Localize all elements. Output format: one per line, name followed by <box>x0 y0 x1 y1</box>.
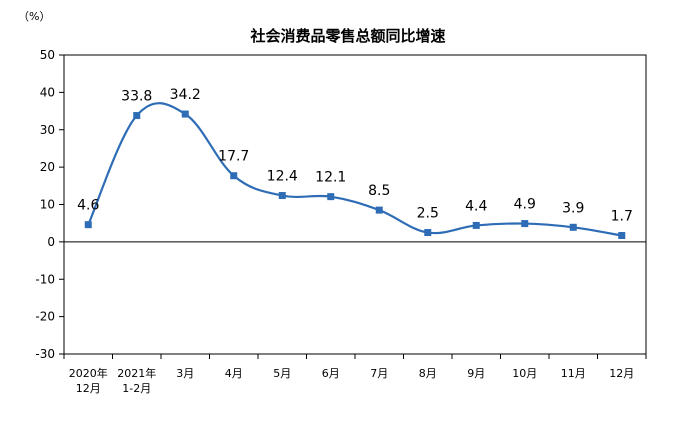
series-line <box>87 102 622 237</box>
x-tick-label: 11月 <box>561 367 586 380</box>
y-tick-label: 30 <box>40 123 55 137</box>
data-label: 4.9 <box>514 197 536 213</box>
x-tick-label: 2021年 1-2月 <box>117 366 156 395</box>
data-label: 3.9 <box>562 200 584 216</box>
y-tick-label: 50 <box>40 48 55 62</box>
data-label: 1.7 <box>611 209 633 225</box>
x-tick-label: 8月 <box>419 367 437 380</box>
y-tick-label: 0 <box>47 235 55 249</box>
data-point <box>375 206 383 214</box>
data-point <box>569 223 577 231</box>
data-point <box>133 112 141 120</box>
data-label: 8.5 <box>368 183 390 199</box>
data-point <box>618 232 626 240</box>
y-axis-unit-label: （%） <box>18 10 50 23</box>
y-tick-label: 40 <box>40 85 55 99</box>
x-tick-label: 10月 <box>512 367 537 380</box>
data-points <box>84 110 626 240</box>
data-labels: 4.6 33.8 34.2 17.7 12.4 12.1 8.5 2.5 4.4 4.9 3.9 1.… <box>77 87 633 224</box>
data-point <box>521 220 529 228</box>
x-tick-label: 3月 <box>176 367 194 380</box>
data-point <box>472 221 480 229</box>
data-label: 34.2 <box>170 87 201 103</box>
chart-title: 社会消费品零售总额同比增速 <box>249 27 445 45</box>
x-tick-label: 7月 <box>370 367 388 380</box>
y-tick-label: 10 <box>40 198 55 212</box>
x-axis-ticks: 2020年 12月 2021年 1-2月 3月 4月 5月 6月 7月 8月 9月 10月 11月 12月 <box>63 354 647 395</box>
data-point <box>424 229 432 237</box>
data-label: 12.4 <box>267 169 298 185</box>
data-point <box>84 221 92 229</box>
data-label: 33.8 <box>121 89 152 105</box>
data-point <box>181 110 189 118</box>
data-label: 4.6 <box>77 198 99 214</box>
x-tick-label: 12月 <box>609 367 634 380</box>
x-tick-label: 5月 <box>273 367 291 380</box>
data-label: 2.5 <box>417 206 439 222</box>
x-tick-label: 4月 <box>225 367 243 380</box>
x-tick-label: 9月 <box>467 367 485 380</box>
y-axis-ticks: 50 40 30 20 10 0 -10 -20 -30 <box>35 48 64 361</box>
x-tick-label: 2020年 12月 <box>69 366 108 395</box>
data-point <box>278 192 286 200</box>
y-tick-label: -20 <box>35 310 55 324</box>
data-label: 4.4 <box>465 198 487 214</box>
data-point <box>327 193 335 201</box>
data-label: 17.7 <box>218 149 249 165</box>
data-point <box>230 172 238 180</box>
x-tick-label: 6月 <box>322 367 340 380</box>
y-tick-label: 20 <box>40 160 55 174</box>
y-tick-label: -10 <box>35 272 55 286</box>
y-tick-label: -30 <box>35 347 55 361</box>
data-label: 12.1 <box>315 170 346 186</box>
